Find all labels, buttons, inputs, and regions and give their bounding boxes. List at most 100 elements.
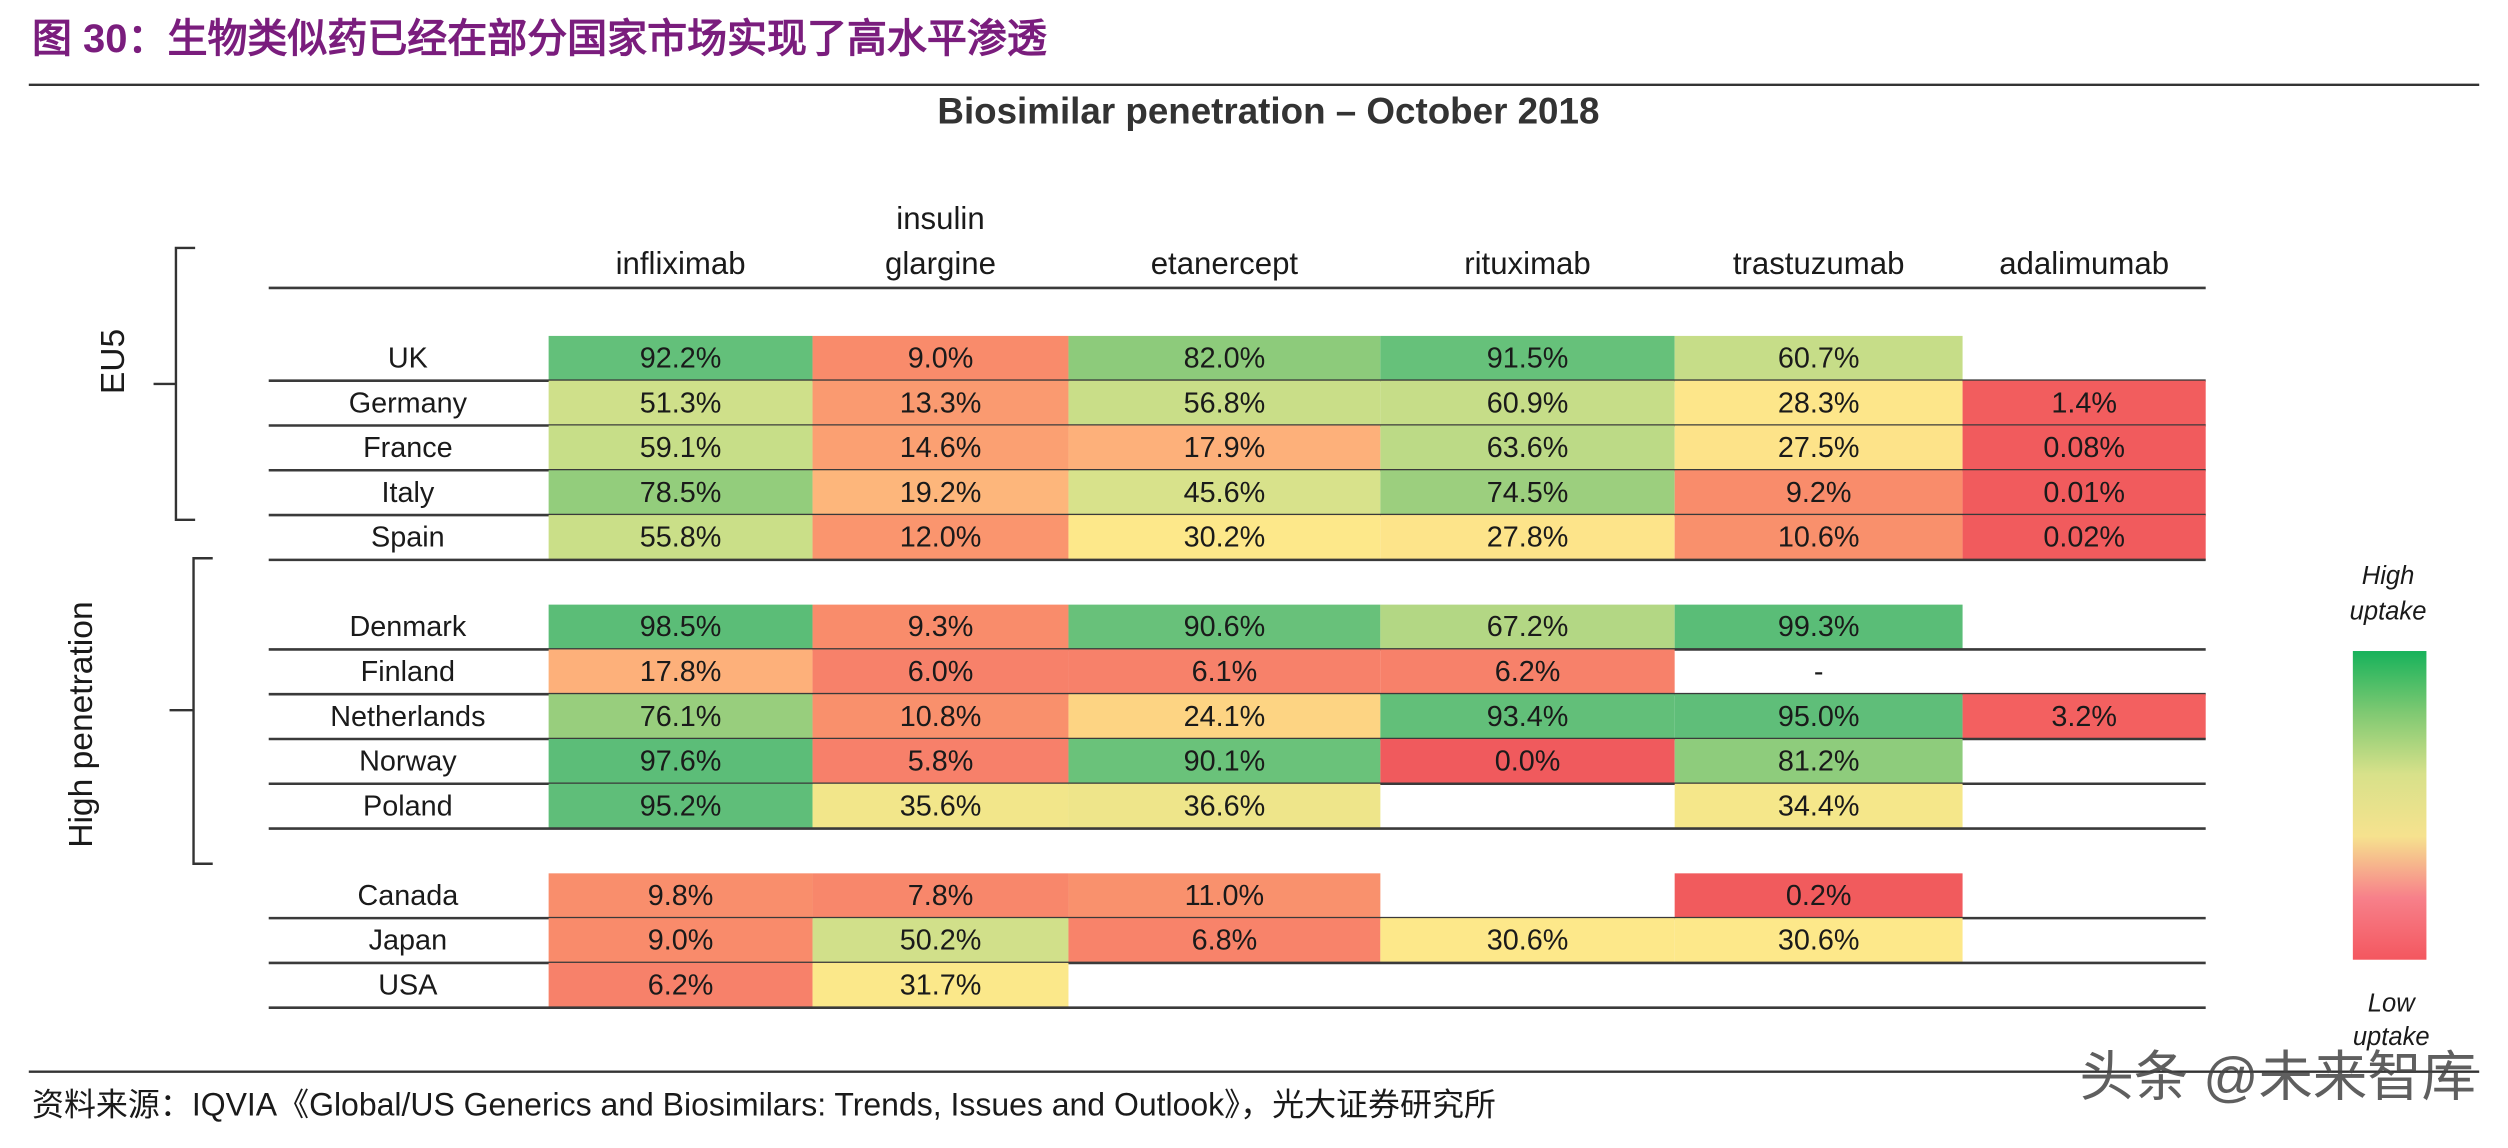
legend-label: uptake [2353, 1023, 2430, 1051]
cell-bg [548, 738, 813, 784]
cell-bg [1380, 604, 1675, 650]
cell-value: 74.5% [1487, 477, 1569, 509]
cell-value: 6.1% [1192, 656, 1258, 688]
cell-value: 91.5% [1487, 343, 1569, 375]
cell-value: 7.8% [908, 880, 974, 912]
row-label: Netherlands [330, 701, 485, 733]
cell-bg [812, 649, 1069, 695]
cell-value: 60.9% [1487, 387, 1569, 419]
cell-bg [1380, 380, 1675, 426]
cell-bg [548, 873, 813, 919]
cell-bg [1962, 425, 2206, 471]
cell-bg [812, 425, 1069, 471]
cell-value: 31.7% [900, 970, 982, 1002]
cell-value: 19.2% [900, 477, 982, 509]
cell-value: 36.6% [1184, 790, 1266, 822]
cell-value: 30.6% [1778, 925, 1860, 957]
cell-bg [548, 694, 813, 739]
cell-bg [1068, 604, 1381, 650]
cell-bg [1674, 604, 1963, 650]
legend-label: High [2362, 562, 2415, 590]
cell-value: 95.0% [1778, 701, 1860, 733]
cell-value: 17.9% [1184, 432, 1266, 464]
cell-bg [1674, 918, 1963, 963]
cell-value: 24.1% [1184, 701, 1266, 733]
row-label: Germany [349, 387, 468, 419]
column-header: adalimumab [1999, 246, 2169, 281]
cell-bg [812, 918, 1069, 963]
cell-bg [812, 873, 1069, 919]
source: 资料来源：IQVIA《Global/US Generics and Biosim… [32, 1086, 1496, 1122]
cell-bg [548, 649, 813, 695]
cell-value: 93.4% [1487, 701, 1569, 733]
cell-bg [548, 604, 813, 650]
cell-value: 6.8% [1192, 925, 1258, 957]
legend-label: uptake [2350, 597, 2427, 625]
cell-value: 81.2% [1778, 746, 1860, 778]
cell-bg [1674, 335, 1963, 381]
cell-value: 51.3% [640, 387, 722, 419]
cell-bg [1962, 380, 2206, 426]
cell-bg [1068, 738, 1381, 784]
row-label: Canada [357, 880, 458, 912]
cell-bg [1068, 918, 1381, 963]
cell-value: 11.0% [1185, 880, 1264, 912]
row-label: Denmark [349, 611, 466, 643]
cell-bg [1674, 694, 1963, 739]
legend-gradient [2352, 651, 2427, 960]
cell-bg [1068, 335, 1381, 381]
cell-bg [1068, 649, 1381, 695]
cell-bg [548, 470, 813, 516]
group-bracket [169, 557, 213, 865]
cell-bg [548, 783, 813, 829]
cell-bg [1380, 335, 1675, 381]
cell-value: 98.5% [640, 611, 722, 643]
column-header: infliximab [616, 246, 746, 281]
cell-bg [812, 738, 1069, 784]
cell-bg [1962, 470, 2206, 516]
cell-value: 10.6% [1778, 522, 1860, 554]
cell-bg [548, 918, 813, 963]
cell-bg [548, 380, 813, 426]
cell-value: 55.8% [640, 522, 722, 554]
cell-bg [1674, 738, 1963, 784]
cell-bg [1962, 515, 2206, 560]
cell-value: 67.2% [1487, 611, 1569, 643]
cell-bg [812, 380, 1069, 426]
cell-value: 17.8% [640, 656, 722, 688]
column-header: trastuzumab [1733, 246, 1905, 281]
cell-bg [1068, 515, 1381, 560]
cell-bg [1380, 425, 1675, 471]
row-label: Italy [381, 477, 434, 509]
column-header: etanercept [1151, 246, 1299, 281]
cell-value: 34.4% [1778, 790, 1860, 822]
group-bracket [153, 246, 196, 522]
column-header: rituximab [1464, 246, 1591, 281]
cell-value: 99.3% [1778, 611, 1860, 643]
cell-value: 76.1% [640, 701, 722, 733]
cell-bg [1380, 649, 1675, 695]
cell-bg [548, 425, 813, 471]
cell-value: 90.6% [1184, 611, 1266, 643]
cell-value: 6.2% [1495, 656, 1561, 688]
cell-value: 35.6% [900, 790, 982, 822]
cell-bg [812, 470, 1069, 516]
cell-bg [1674, 380, 1963, 426]
cell-value: 10.8% [900, 701, 982, 733]
row-label: Spain [371, 522, 445, 554]
cell-value: 5.8% [908, 746, 974, 778]
cell-bg [1674, 873, 1963, 919]
row-label: UK [388, 343, 428, 375]
cell-value: 12.0% [900, 522, 982, 554]
cell-value: 50.2% [900, 925, 982, 957]
cell-value: 6.2% [648, 970, 714, 1002]
cell-value: 9.8% [648, 880, 714, 912]
cell-bg [1380, 470, 1675, 516]
cell-bg [1380, 694, 1675, 739]
row-label: Finland [361, 656, 455, 688]
row-label: Norway [359, 746, 457, 778]
row-label: Poland [363, 790, 453, 822]
cell-value: 9.0% [908, 343, 974, 375]
cell-bg [1068, 380, 1381, 426]
